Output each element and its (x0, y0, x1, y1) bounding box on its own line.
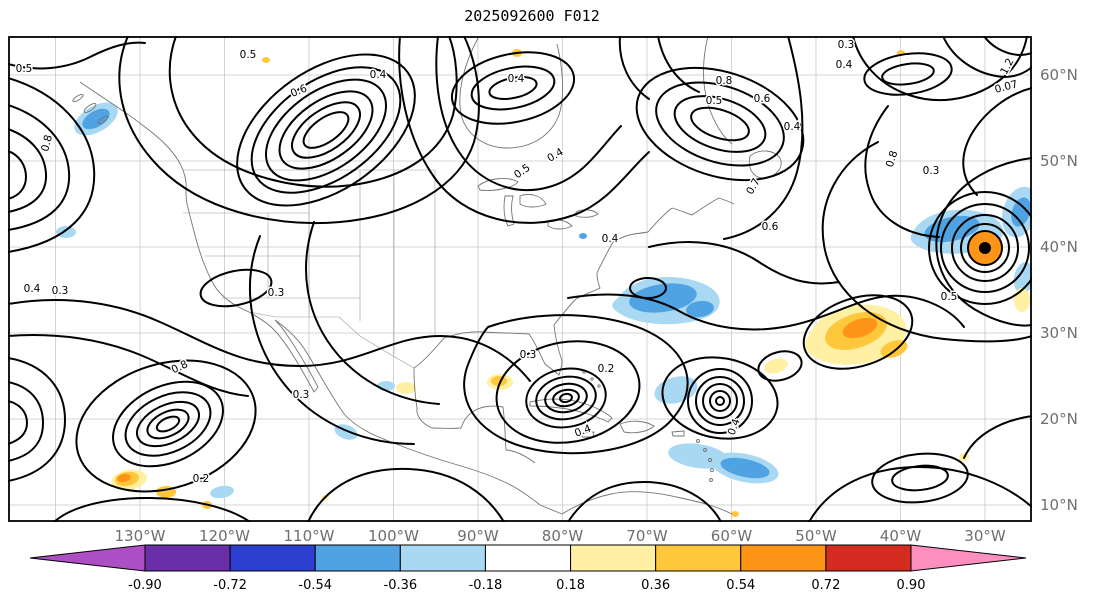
latlon-gridlines (8, 36, 1032, 522)
map-plot-svg: 0.5 0.8 0.5 0.6 0.4 0.4 0.3 0.3 0.5 0.4 0.4 0.8 0.5 0… (8, 36, 1032, 522)
colorbar-segment (740, 544, 827, 572)
contour-cluster-northwest (236, 53, 416, 207)
colorbar-tick-label: 0.90 (896, 578, 926, 593)
contour-label: 0.3 (52, 285, 69, 297)
coastlines (72, 36, 782, 515)
lon-tick-label: 30°W (964, 527, 1006, 545)
lat-tick-label: 30°N (1040, 324, 1078, 342)
colorbar-tick-label: -0.18 (468, 578, 503, 593)
colorbar (29, 544, 1027, 572)
contour-label: 0.5 (706, 95, 723, 107)
colorbar-segment (484, 544, 572, 572)
contour-label: 0.5 (16, 63, 33, 75)
contour-label: 0.8 (39, 134, 55, 153)
contour-label: 0.2 (193, 473, 210, 485)
colorbar-tick-label: 0.36 (641, 578, 671, 593)
contour-label: 0.5 (512, 162, 533, 181)
colorbar-tick-label: -0.90 (128, 578, 162, 593)
contour-label: 1.2 (998, 56, 1016, 76)
colorbar-segment (655, 544, 742, 572)
colorbar-over-arrow (910, 544, 1027, 572)
contour-label: 0.3 (838, 39, 855, 51)
colorbar-under-arrow (29, 544, 146, 572)
contour-label: 0.4 (784, 121, 801, 133)
contour-label: 0.4 (508, 73, 525, 85)
lon-tick-label: 90°W (457, 527, 499, 545)
colorbar-segment (229, 544, 316, 572)
tropical-cyclone-contours (928, 191, 1032, 305)
contour-label: 0.3 (293, 389, 310, 401)
lat-tick-label: 60°N (1040, 66, 1078, 84)
contour-cluster-southwest (112, 380, 224, 468)
colorbar-segment (399, 544, 486, 572)
contour-label: 0.3 (520, 349, 537, 361)
colorbar-tick-label: -0.36 (383, 578, 418, 593)
contour-label: 0.3 (268, 287, 285, 299)
lat-tick-label: 50°N (1040, 152, 1078, 170)
contour-cluster-mid-atlantic (687, 368, 753, 434)
contour-label: 0.6 (762, 221, 779, 233)
lat-tick-label: 20°N (1040, 410, 1078, 428)
contour-label: 0.2 (598, 363, 615, 375)
lon-tick-label: 100°W (368, 527, 419, 545)
contour-label: 0.5 (941, 291, 958, 303)
contour-label: 0.4 (24, 283, 41, 295)
contour-label: 0.4 (726, 417, 743, 437)
colorbar-tick-label: -0.72 (213, 578, 247, 593)
lon-tick-label: 130°W (114, 527, 166, 545)
colorbar-segment (570, 544, 657, 572)
contour-label: 0.3 (923, 165, 940, 177)
contour-cluster-cuba (525, 367, 607, 429)
contour-label: 0.4 (370, 69, 387, 81)
lat-tick-label: 10°N (1040, 496, 1078, 514)
contour-label: 0.4 (602, 233, 619, 245)
colorbar-segment (314, 544, 401, 572)
map-plot-area: 0.5 0.8 0.5 0.6 0.4 0.4 0.3 0.3 0.5 0.4 0.4 0.8 0.5 0… (8, 36, 1032, 522)
lat-tick-label: 40°N (1040, 238, 1078, 256)
lon-tick-label: 80°W (541, 527, 584, 545)
lon-tick-label: 70°W (626, 527, 668, 545)
contour-label: 0.6 (754, 93, 771, 105)
contour-rings-north-central (450, 51, 576, 125)
plot-border-frame (8, 36, 1032, 522)
contour-label: 0.5 (240, 49, 257, 61)
colorbar-tick-label: -0.54 (298, 578, 333, 593)
colorbar-tick-label: 0.54 (726, 578, 756, 593)
lon-tick-label: 40°W (879, 527, 922, 545)
contour-label-layer: 0.5 0.8 0.5 0.6 0.4 0.4 0.3 0.3 0.5 0.4 0.4 0.8 0.5 0… (14, 38, 1020, 487)
lon-tick-label: 120°W (199, 527, 250, 545)
colorbar-segment (144, 544, 231, 572)
plot-title: 2025092600 F012 (464, 7, 600, 25)
contour-label: 0.8 (884, 149, 901, 169)
contour-lines (8, 36, 1032, 522)
contour-label: 0.8 (716, 75, 733, 87)
lon-tick-label: 60°W (710, 527, 753, 545)
lon-tick-label: 50°W (795, 527, 837, 545)
colorbar-tick-label: 0.72 (811, 578, 841, 593)
colorbar-segment (825, 544, 912, 572)
contour-label: 0.4 (836, 59, 853, 71)
colorbar-tick-label: 0.18 (556, 578, 586, 593)
lon-tick-label: 110°W (283, 527, 335, 545)
